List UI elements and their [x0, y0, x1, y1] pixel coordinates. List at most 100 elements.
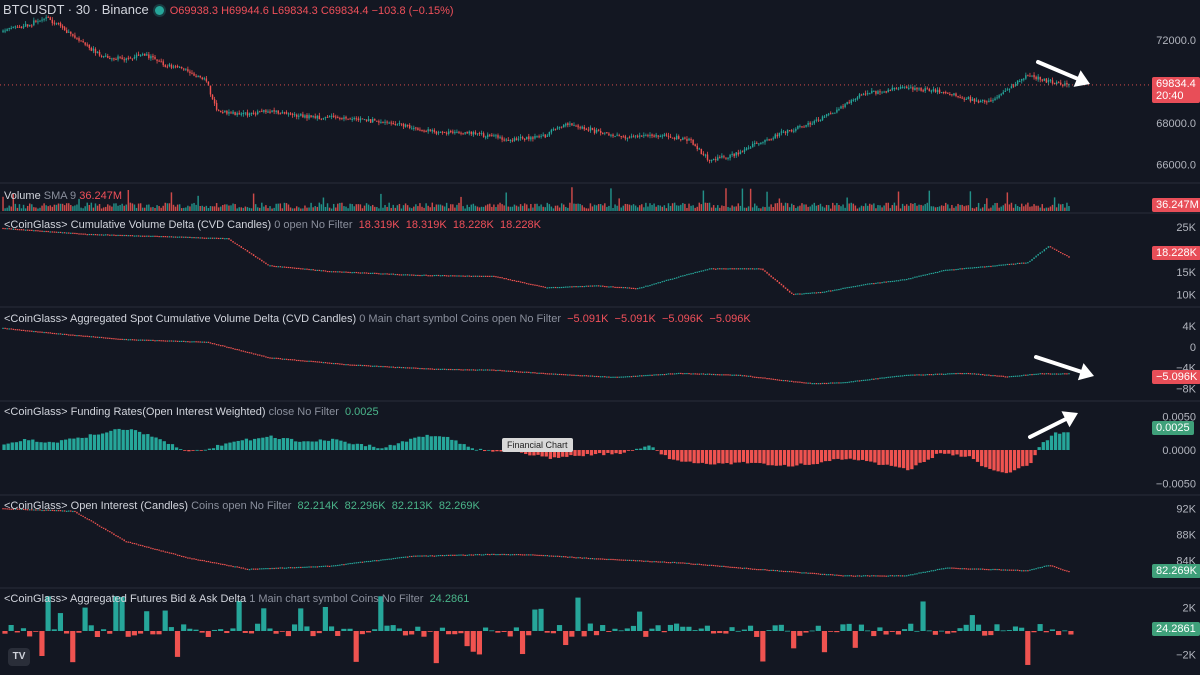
cvd-candle [694, 271, 696, 274]
cvd-candle [265, 262, 267, 265]
spot-cvd-candle [871, 378, 873, 380]
price-candle [702, 153, 705, 155]
spot-cvd-candle [61, 333, 64, 335]
volume-bar [979, 208, 982, 211]
funding-bar [470, 448, 474, 451]
price-candle [357, 118, 360, 121]
spot-cvd-candle [988, 374, 990, 376]
volume-legend[interactable]: Volume SMA 9 36.247M [4, 190, 122, 202]
oi-candle [1035, 568, 1037, 570]
oi-candle [702, 564, 705, 566]
volume-bar [39, 207, 41, 211]
oi-legend[interactable]: <CoinGlass> Open Interest (Candles) Coin… [4, 500, 480, 512]
price-candle [365, 119, 368, 122]
volume-bar [1055, 207, 1058, 211]
cvd-candle [542, 286, 544, 288]
annotation-arrow[interactable] [1028, 411, 1078, 439]
oi-candle [388, 558, 390, 560]
cvd-candle [425, 274, 427, 276]
volume-bar [139, 203, 142, 211]
funding-bar [1021, 450, 1025, 467]
cvd-candle [259, 258, 261, 260]
oi-candle [419, 555, 421, 557]
spot-cvd-legend[interactable]: <CoinGlass> Aggregated Spot Cumulative V… [4, 313, 751, 325]
cvd-candle [926, 273, 928, 276]
price-candle [1002, 92, 1004, 94]
funding-bar [285, 438, 290, 451]
cvd-candle [326, 270, 329, 273]
cvd-candle [404, 274, 407, 276]
price-candle [468, 131, 470, 134]
oi-candle [232, 565, 234, 568]
funding-bar [454, 440, 458, 451]
spot-cvd-candle [832, 382, 834, 384]
oi-candle [427, 555, 429, 557]
annotation-arrow[interactable] [1036, 60, 1090, 87]
volume-bar [532, 207, 534, 211]
price-candle [1039, 76, 1041, 80]
cvd-candle [109, 234, 111, 236]
price-candle [326, 116, 329, 118]
cvd-candle [252, 254, 255, 256]
cvd-candle [731, 268, 733, 270]
funding-bar [840, 450, 844, 460]
cvd-candle [152, 235, 154, 237]
volume-bar [154, 208, 156, 211]
cvd-candle [573, 286, 575, 288]
oi-candle [823, 573, 826, 576]
spot-cvd-candle [643, 375, 645, 377]
cvd-legend[interactable]: <CoinGlass> Cumulative Volume Delta (CVD… [4, 219, 541, 231]
spot-cvd-candle [912, 374, 914, 376]
funding-bar [811, 450, 815, 465]
price-candle [866, 93, 869, 95]
volume-bar [232, 203, 234, 211]
price-candle [1045, 78, 1048, 83]
price-candle [404, 124, 407, 127]
y-tick-label: 2K [1183, 603, 1197, 615]
annotation-arrow[interactable] [1034, 355, 1094, 381]
oi-candle [384, 559, 386, 561]
spot-cvd-candle [714, 374, 717, 376]
price-candle [503, 139, 505, 141]
volume-bar [304, 205, 306, 211]
cvd-candle [735, 268, 737, 270]
price-candle [49, 17, 51, 20]
spot-cvd-candle [164, 340, 167, 342]
volume-bar [675, 205, 678, 211]
funding-bar [183, 450, 187, 451]
volume-bar [766, 191, 768, 211]
cvd-candle [936, 271, 939, 274]
volume-bar [302, 208, 304, 211]
spot-cvd-candle [137, 339, 140, 341]
spot-cvd-candle [244, 351, 247, 353]
cvd-candle [643, 286, 645, 288]
volume-bar [992, 205, 994, 211]
bidask-bar [150, 631, 156, 635]
oi-candle [751, 568, 754, 570]
cvd-candle [29, 229, 31, 231]
bidask-bar [587, 623, 593, 631]
price-candle [72, 34, 74, 36]
oi-candle [628, 559, 631, 561]
y-tick-label: −0.0050 [1156, 479, 1196, 491]
volume-bar [599, 204, 602, 211]
cvd-candle [349, 271, 351, 274]
funding-bar [166, 443, 171, 451]
cvd-candle [273, 265, 275, 267]
bidask-legend[interactable]: <CoinGlass> Aggregated Futures Bid & Ask… [4, 593, 469, 605]
oi-candle [16, 508, 19, 510]
funding-legend[interactable]: <CoinGlass> Funding Rates(Open Interest … [4, 406, 379, 418]
cvd-candle [563, 286, 565, 288]
oi-candle [115, 535, 117, 537]
funding-bar [647, 445, 651, 451]
volume-bar [234, 204, 236, 211]
tradingview-logo[interactable]: TV [8, 648, 30, 666]
cvd-candle [795, 293, 797, 295]
cvd-candle [678, 276, 680, 278]
oi-candle [12, 508, 15, 510]
price-candle [330, 115, 333, 117]
price-candle [476, 133, 479, 135]
funding-bar [856, 450, 861, 461]
